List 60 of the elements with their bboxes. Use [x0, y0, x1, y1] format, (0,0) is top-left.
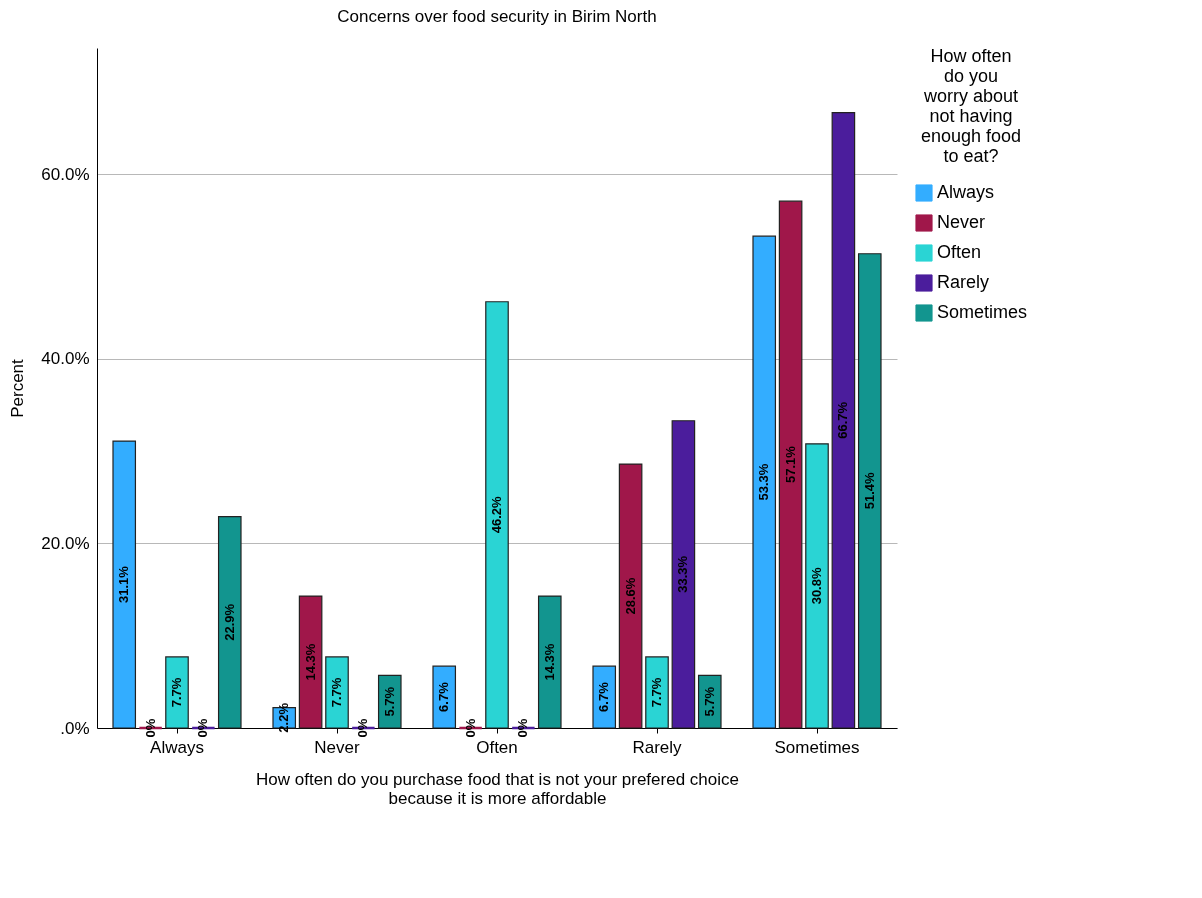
data-label: 53.3%	[756, 463, 772, 501]
data-label: 46.2%	[489, 496, 504, 534]
data-label: 0%	[142, 718, 158, 738]
y-axis-title: Percent	[8, 358, 28, 418]
data-label: 28.6%	[622, 577, 638, 615]
bar	[671, 420, 696, 729]
legend-title: How often do you worry about not having enough food to eat?	[920, 46, 1022, 166]
data-label: 5.7%	[381, 686, 397, 717]
data-label: 0%	[195, 718, 211, 738]
legend-label: Rarely	[937, 272, 990, 292]
legend-label: Sometimes	[937, 302, 1028, 322]
data-label: 31.1%	[116, 565, 132, 603]
bar	[618, 463, 643, 729]
y-tick-label: .0%	[60, 718, 90, 738]
bar	[778, 200, 803, 729]
data-label: 30.8%	[809, 567, 824, 605]
bar	[805, 443, 829, 729]
x-axis-title: How often do you purchase food that is not your prefered choice because it is more affordable	[256, 769, 739, 808]
bar	[165, 656, 189, 729]
bar	[217, 516, 242, 729]
data-label: 57.1%	[782, 445, 798, 484]
data-label: 0%	[462, 718, 478, 738]
x-tick-label: Sometimes	[774, 737, 860, 757]
data-label: 0%	[355, 718, 371, 738]
data-label: 2.2%	[276, 702, 292, 733]
data-label: 51.4%	[861, 472, 877, 510]
data-label: 22.9%	[221, 603, 237, 641]
data-label: 6.7%	[436, 681, 452, 712]
data-label: 0%	[515, 718, 531, 738]
data-label: 66.7%	[835, 401, 851, 439]
legend-label: Often	[937, 242, 982, 262]
bar	[298, 595, 323, 729]
bar	[112, 440, 137, 729]
bar	[432, 665, 457, 729]
y-tick-label: 20.0%	[41, 533, 90, 553]
legend-label: Always	[937, 182, 995, 202]
y-tick-label: 60.0%	[41, 164, 90, 184]
bar	[485, 301, 509, 729]
bar	[831, 111, 856, 729]
bar	[857, 253, 882, 729]
x-tick-label: Often	[476, 737, 518, 757]
data-label: 6.7%	[596, 681, 612, 712]
data-label: 7.7%	[169, 677, 184, 708]
data-label: 7.7%	[649, 677, 664, 708]
bar	[537, 595, 562, 729]
data-label: 5.7%	[701, 686, 717, 717]
bar	[325, 656, 349, 729]
y-tick-label: 40.0%	[41, 349, 90, 369]
bar	[645, 656, 669, 729]
data-label: 7.7%	[329, 677, 344, 708]
bar	[592, 665, 617, 729]
x-tick-label: Never	[314, 737, 361, 757]
legend-label: Never	[937, 212, 986, 232]
data-label: 14.3%	[302, 643, 318, 681]
data-label: 33.3%	[675, 555, 691, 593]
chart-title: Concerns over food security in Birim North	[337, 7, 657, 26]
x-tick-label: Rarely	[632, 737, 683, 757]
x-tick-label: Always	[150, 737, 204, 757]
data-label: 14.3%	[541, 643, 557, 681]
bar	[752, 235, 777, 729]
